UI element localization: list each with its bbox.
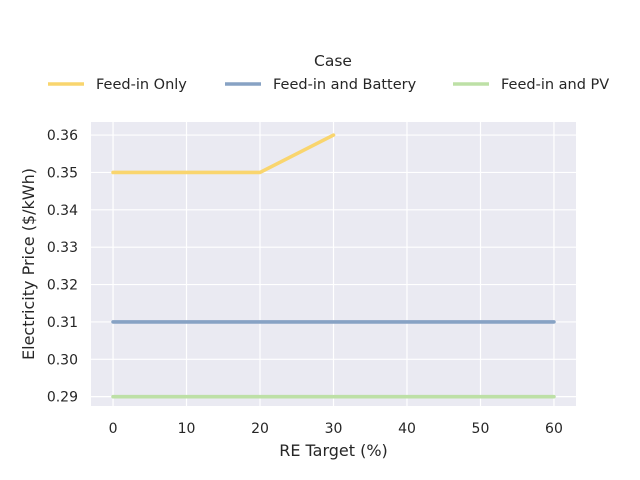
y-tick-label: 0.31 — [47, 315, 78, 331]
x-tick-label: 10 — [178, 421, 196, 437]
x-axis-ticks: 0 10 20 30 40 50 60 — [109, 421, 563, 437]
legend: Case Feed-in Only Feed-in and Battery Feed… — [48, 52, 609, 93]
series-line-1 — [111, 133, 336, 175]
x-axis-label: RE Target (%) — [279, 441, 388, 460]
series-layer — [111, 133, 556, 399]
x-tick-label: 40 — [398, 421, 416, 437]
y-tick-label: 0.29 — [47, 390, 78, 406]
x-tick-label: 0 — [109, 421, 118, 437]
x-tick-label: 20 — [251, 421, 269, 437]
legend-entry-label: Feed-in and Battery — [273, 77, 417, 93]
y-tick-label: 0.36 — [47, 128, 78, 144]
y-tick-label: 0.34 — [47, 203, 78, 219]
y-axis-label: Electricity Price ($/kWh) — [19, 168, 38, 360]
legend-entry-label: Feed-in Only — [96, 77, 187, 93]
y-axis-ticks: 0.29 0.30 0.31 0.32 0.33 0.34 0.35 0.36 — [47, 128, 78, 406]
x-tick-label: 50 — [472, 421, 490, 437]
y-tick-label: 0.32 — [47, 278, 78, 294]
legend-entry-label: Feed-in and PV — [501, 77, 609, 93]
y-tick-label: 0.33 — [47, 240, 78, 256]
y-tick-label: 0.30 — [47, 352, 78, 368]
x-tick-label: 60 — [545, 421, 563, 437]
legend-title: Case — [314, 52, 352, 70]
x-tick-label: 30 — [325, 421, 343, 437]
y-tick-label: 0.35 — [47, 165, 78, 181]
